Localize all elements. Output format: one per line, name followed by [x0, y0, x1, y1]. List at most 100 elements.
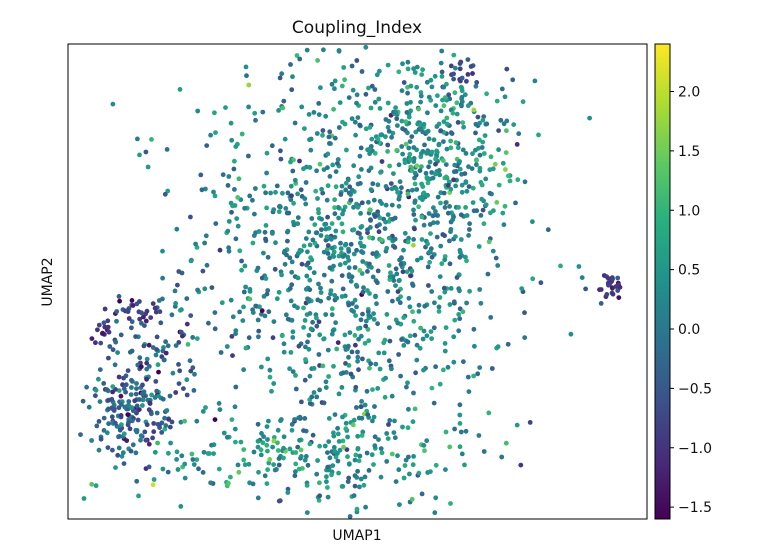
- scatter-point: [206, 320, 211, 326]
- scatter-point: [141, 389, 147, 395]
- scatter-point: [267, 367, 273, 373]
- scatter-point: [325, 450, 330, 455]
- scatter-point: [307, 265, 313, 271]
- scatter-point: [416, 204, 421, 210]
- scatter-point: [413, 129, 419, 135]
- scatter-point: [349, 63, 355, 69]
- scatter-point: [258, 452, 264, 458]
- scatter-point: [123, 373, 129, 379]
- scatter-point: [165, 188, 171, 194]
- scatter-point: [383, 202, 389, 208]
- scatter-point: [309, 257, 315, 263]
- scatter-point: [325, 347, 331, 353]
- scatter-point: [332, 197, 337, 203]
- scatter-point: [126, 316, 132, 321]
- scatter-point: [310, 432, 316, 438]
- scatter-point: [157, 309, 163, 315]
- scatter-points: [78, 44, 623, 549]
- scatter-point: [301, 243, 307, 249]
- scatter-point: [346, 302, 352, 308]
- scatter-point: [331, 106, 336, 112]
- scatter-point: [274, 183, 280, 189]
- scatter-point: [454, 100, 460, 106]
- scatter-point: [355, 433, 361, 439]
- scatter-point: [416, 470, 422, 476]
- scatter-point: [346, 249, 352, 254]
- scatter-point: [363, 544, 368, 549]
- scatter-point: [359, 433, 365, 438]
- scatter-point: [343, 420, 349, 426]
- scatter-point: [116, 294, 122, 299]
- scatter-point: [459, 99, 465, 105]
- scatter-point: [462, 462, 467, 468]
- scatter-point: [522, 310, 527, 316]
- scatter-point: [287, 446, 293, 452]
- scatter-point: [166, 450, 171, 456]
- scatter-point: [336, 439, 342, 444]
- scatter-point: [429, 336, 434, 341]
- scatter-point: [232, 187, 237, 192]
- scatter-point: [154, 388, 160, 394]
- scatter-point: [107, 344, 113, 349]
- scatter-point: [114, 318, 119, 324]
- scatter-point: [142, 429, 148, 435]
- scatter-point: [490, 166, 496, 172]
- scatter-point: [251, 449, 257, 455]
- scatter-point: [410, 419, 416, 425]
- scatter-point: [419, 214, 425, 220]
- scatter-point: [360, 311, 365, 317]
- scatter-point: [316, 101, 322, 106]
- scatter-point: [451, 214, 456, 220]
- scatter-point: [391, 278, 397, 283]
- scatter-point: [204, 143, 210, 149]
- scatter-point: [327, 129, 333, 135]
- scatter-point: [479, 182, 485, 188]
- scatter-point: [393, 186, 399, 192]
- scatter-point: [149, 137, 154, 142]
- scatter-point: [472, 343, 477, 349]
- scatter-point: [293, 461, 299, 467]
- scatter-point: [164, 408, 170, 413]
- scatter-point: [235, 223, 241, 229]
- scatter-point: [116, 434, 121, 440]
- scatter-point: [464, 188, 470, 194]
- scatter-point: [81, 496, 87, 501]
- scatter-point: [576, 264, 582, 269]
- scatter-point: [615, 275, 621, 281]
- scatter-point: [345, 434, 350, 440]
- scatter-point: [405, 425, 411, 431]
- scatter-point: [369, 83, 375, 89]
- scatter-point: [338, 240, 343, 246]
- scatter-point: [285, 228, 291, 234]
- scatter-point: [307, 373, 313, 379]
- scatter-point: [341, 208, 346, 213]
- scatter-point: [353, 132, 358, 138]
- scatter-point: [375, 182, 381, 188]
- scatter-point: [289, 269, 295, 275]
- scatter-point: [331, 433, 337, 439]
- scatter-point: [351, 493, 357, 498]
- scatter-point: [205, 451, 211, 456]
- scatter-point: [366, 338, 372, 344]
- scatter-point: [440, 158, 446, 164]
- scatter-point: [412, 406, 418, 412]
- scatter-point: [96, 376, 101, 382]
- scatter-point: [447, 302, 453, 307]
- scatter-point: [409, 268, 415, 274]
- scatter-point: [237, 309, 243, 315]
- scatter-point: [144, 366, 150, 372]
- scatter-point: [136, 493, 141, 499]
- scatter-point: [437, 274, 443, 279]
- scatter-point: [394, 271, 400, 277]
- scatter-point: [265, 437, 270, 442]
- scatter-point: [355, 326, 361, 331]
- scatter-point: [322, 443, 328, 449]
- scatter-point: [397, 194, 402, 199]
- scatter-point: [414, 357, 420, 363]
- scatter-point: [252, 211, 257, 217]
- scatter-point: [320, 128, 326, 133]
- scatter-point: [164, 147, 170, 152]
- scatter-point: [414, 84, 420, 90]
- scatter-point: [408, 99, 413, 105]
- scatter-point: [416, 106, 421, 112]
